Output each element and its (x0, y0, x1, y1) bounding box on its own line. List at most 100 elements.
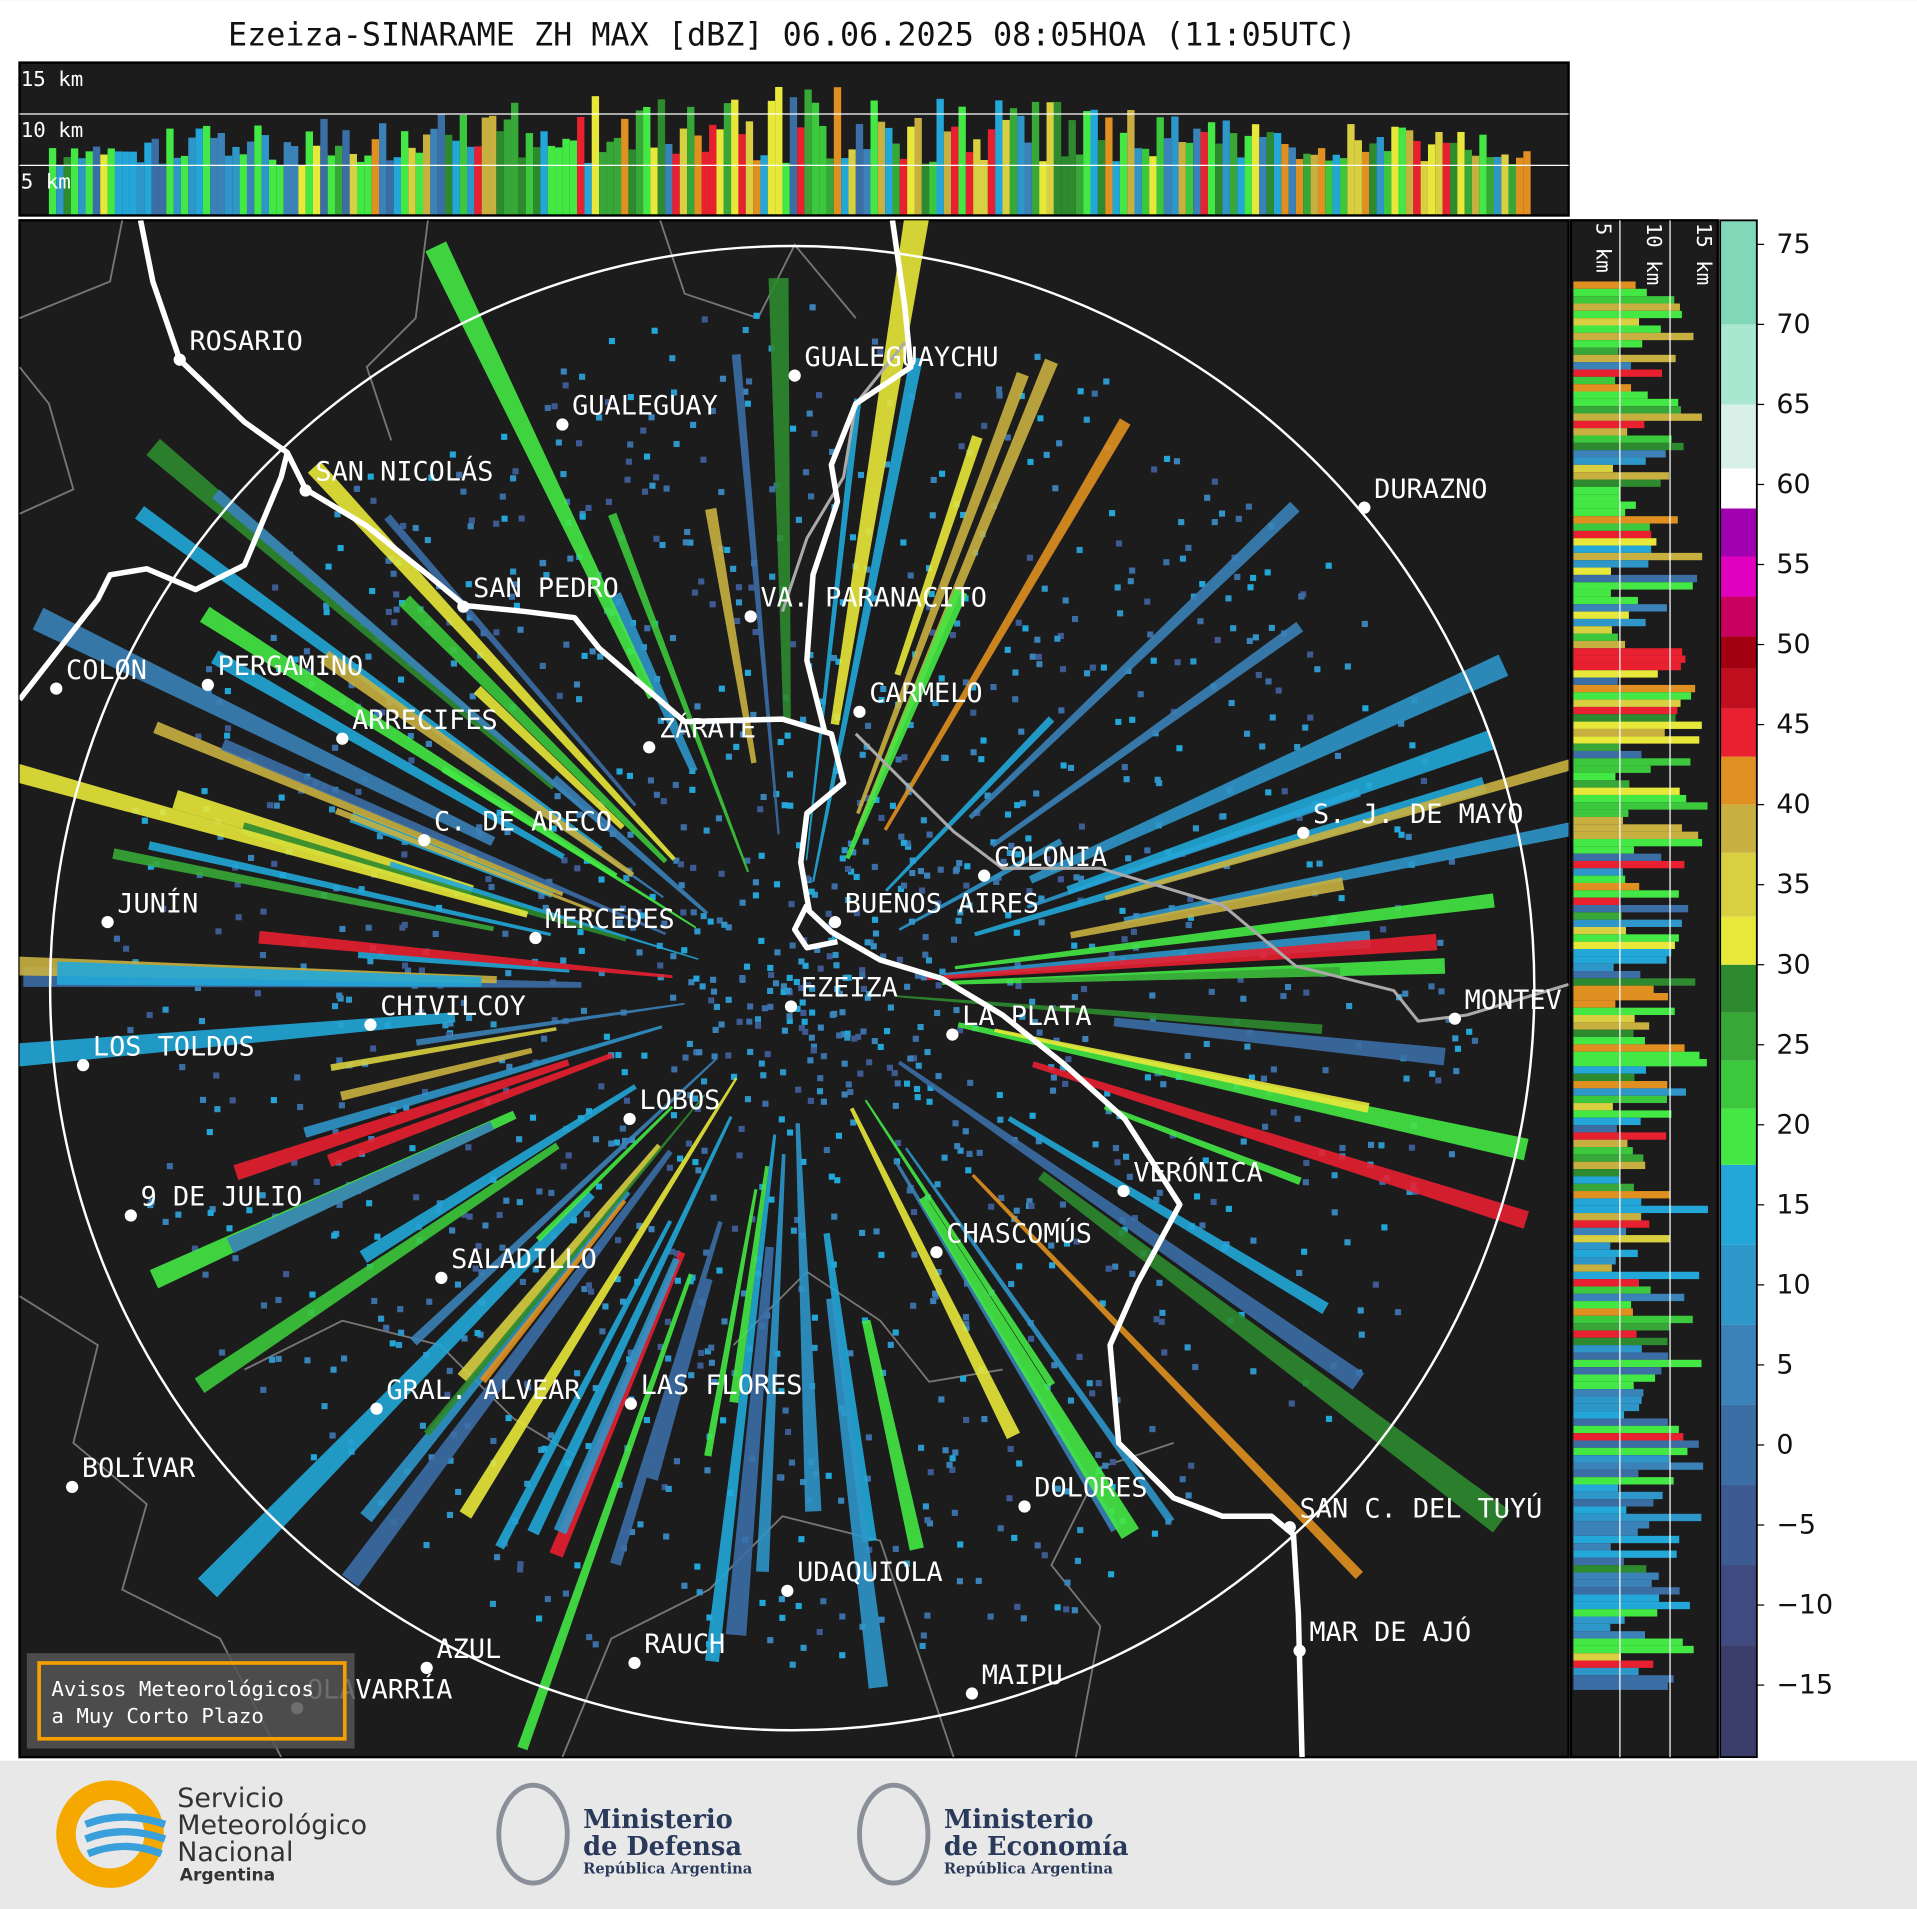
echo-column (268, 159, 277, 215)
echo-pixel (657, 717, 664, 724)
echo-column (540, 131, 548, 215)
echo-pixel (774, 949, 781, 956)
echo-row (1573, 985, 1654, 994)
echo-pixel (1156, 1279, 1163, 1286)
echo-column (745, 121, 754, 215)
echo-column (166, 128, 174, 215)
echo-pixel (877, 348, 884, 355)
echo-pixel (623, 1097, 631, 1104)
echo-pixel (946, 1461, 953, 1468)
echo-row (1573, 868, 1623, 876)
echo-pixel (336, 1057, 343, 1064)
echo-pixel (619, 1125, 626, 1132)
echo-pixel (844, 866, 852, 873)
echo-row (1573, 684, 1696, 693)
echo-pixel (758, 1060, 765, 1067)
echo-pixel (1127, 578, 1134, 585)
echo-row (1573, 296, 1675, 304)
echo-pixel (1025, 835, 1032, 842)
echo-row (1573, 640, 1626, 649)
echo-pixel (692, 1095, 699, 1102)
echo-column (290, 146, 299, 215)
echo-pixel (1067, 764, 1075, 771)
echo-pixel (674, 1277, 681, 1284)
echo-row (1573, 890, 1679, 898)
echo-column (606, 141, 614, 215)
echo-pixel (550, 825, 557, 832)
echo-pixel (778, 1116, 785, 1123)
echo-column (1127, 110, 1135, 215)
echo-pixel (709, 601, 716, 608)
echo-pixel (684, 528, 691, 536)
echo-pixel (884, 1028, 891, 1035)
echo-pixel (815, 392, 823, 399)
height-label: 15 km (1692, 223, 1716, 286)
title: Ezeiza-SINARAME ZH MAX [dBZ] 06.06.2025 … (228, 18, 1356, 54)
echo-pixel (942, 1447, 949, 1454)
echo-pixel (844, 1034, 851, 1041)
echo-pixel (853, 873, 860, 881)
logo-text: Servicio (177, 1783, 284, 1814)
echo-pixel (626, 772, 634, 779)
echo-pixel (677, 1155, 684, 1162)
echo-pixel (980, 737, 987, 744)
city-label: AZUL (436, 1634, 501, 1665)
echo-pixel (962, 1313, 969, 1321)
echo-pixel (811, 1344, 818, 1351)
echo-pixel (703, 827, 710, 834)
echo-pixel (1028, 1335, 1035, 1342)
city-label: CHASCOMÚS (946, 1217, 1092, 1249)
echo-row (1573, 611, 1629, 619)
echo-pixel (963, 1320, 970, 1327)
height-label: 5 km (21, 170, 71, 194)
echo-ray (705, 1134, 777, 1663)
echo-pixel (1197, 618, 1204, 625)
echo-pixel (1225, 595, 1232, 602)
city-label: GRAL. ALVEAR (386, 1375, 581, 1406)
echo-pixel (551, 403, 558, 410)
echo-row (1573, 1550, 1677, 1558)
height-label: 15 km (21, 67, 84, 91)
echo-pixel (1026, 1198, 1033, 1205)
colorbar-band (1720, 636, 1757, 669)
echo-column (1449, 142, 1458, 215)
echo-pixel (259, 1192, 266, 1199)
echo-row (1573, 1521, 1650, 1529)
echo-pixel (465, 581, 472, 588)
echo-pixel (926, 1098, 933, 1105)
echo-pixel (1036, 1029, 1043, 1036)
echo-pixel (1115, 540, 1123, 547)
echo-pixel (839, 599, 846, 606)
echo-pixel (1034, 353, 1041, 360)
echo-row (1573, 1125, 1617, 1133)
echo-column (261, 135, 269, 215)
echo-pixel (224, 732, 231, 739)
echo-pixel (1269, 714, 1276, 721)
echo-column (63, 157, 71, 215)
echo-ray (610, 1220, 723, 1566)
echo-pixel (802, 1028, 809, 1035)
echo-pixel (778, 1596, 785, 1603)
echo-pixel (468, 517, 475, 524)
echo-pixel (678, 728, 685, 735)
echo-pixel (699, 983, 706, 990)
echo-pixel (1344, 663, 1351, 670)
echo-pixel (922, 1503, 929, 1510)
echo-pixel (718, 488, 725, 496)
echo-ray (1113, 1017, 1446, 1066)
echo-pixel (475, 1243, 482, 1250)
echo-pixel (449, 451, 456, 458)
echo-pixel (1056, 440, 1063, 447)
echo-pixel (1004, 646, 1011, 653)
echo-row (1573, 464, 1613, 473)
echo-pixel (786, 771, 794, 778)
echo-column (1229, 133, 1238, 215)
echo-column (1515, 157, 1524, 215)
echo-row (1573, 1308, 1633, 1316)
echo-pixel (1402, 990, 1409, 997)
echo-column (1398, 127, 1406, 215)
echo-pixel (897, 885, 904, 892)
echo-row (1573, 1418, 1668, 1426)
echo-ray (957, 1022, 1529, 1161)
